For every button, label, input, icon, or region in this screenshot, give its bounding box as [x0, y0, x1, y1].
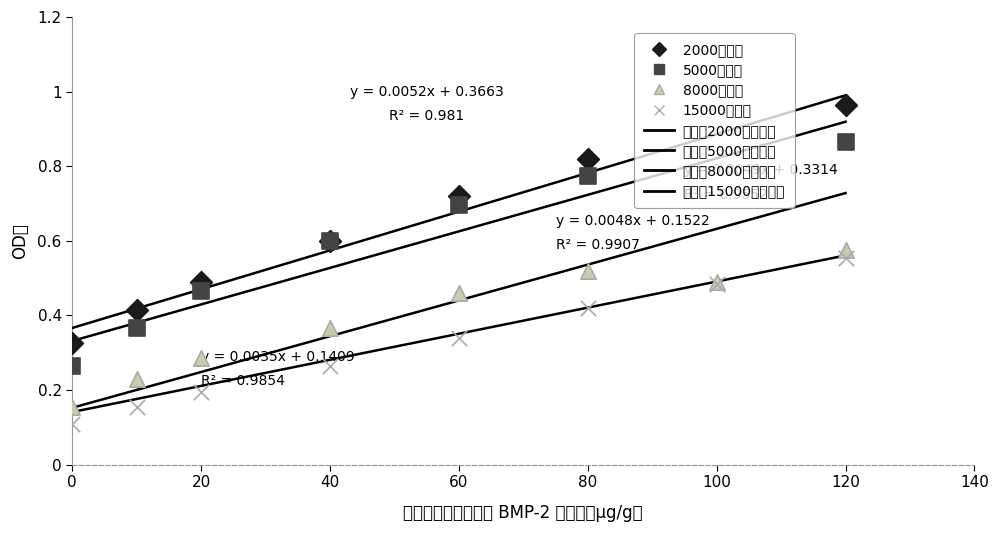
Point [193, 387, 209, 396]
Point [322, 324, 338, 333]
Point [64, 419, 80, 428]
Point [580, 171, 596, 180]
Point [709, 278, 725, 286]
Point [838, 101, 854, 109]
Point [64, 361, 80, 370]
Point [838, 246, 854, 254]
Point [129, 305, 145, 314]
Point [193, 287, 209, 295]
Point [838, 138, 854, 146]
Text: R² = 0.981: R² = 0.981 [389, 109, 464, 123]
Point [838, 253, 854, 262]
Point [64, 339, 80, 348]
Text: y = 0.0052x + 0.3663: y = 0.0052x + 0.3663 [350, 85, 503, 99]
Point [451, 289, 467, 297]
Point [580, 266, 596, 275]
Point [451, 334, 467, 342]
Point [451, 201, 467, 209]
Point [580, 304, 596, 312]
Point [193, 278, 209, 286]
Y-axis label: OD値: OD値 [11, 223, 29, 259]
Point [322, 361, 338, 370]
Text: y = 0.0035x + 0.1409: y = 0.0035x + 0.1409 [201, 350, 355, 364]
Text: R² = 0.9552: R² = 0.9552 [684, 188, 768, 201]
Point [451, 192, 467, 200]
Point [193, 354, 209, 362]
Point [322, 237, 338, 245]
Point [64, 402, 80, 411]
Point [129, 324, 145, 333]
X-axis label: 骨修复材料标准品中 BMP-2 的含量（μg/g）: 骨修复材料标准品中 BMP-2 的含量（μg/g） [403, 504, 643, 522]
Point [580, 155, 596, 163]
Point [709, 279, 725, 288]
Text: R² = 0.9907: R² = 0.9907 [556, 238, 639, 252]
Legend: 2000倍稀释, 5000倍稀释, 8000倍稀释, 15000倍稀释, 线性（2000倍稀释）, 线性（5000倍稀释）, 线性（8000倍稀释）, 线性（1: 2000倍稀释, 5000倍稀释, 8000倍稀释, 15000倍稀释, 线性（… [634, 33, 795, 208]
Point [129, 402, 145, 411]
Point [129, 375, 145, 383]
Point [322, 237, 338, 245]
Text: y = 0.0048x + 0.1522: y = 0.0048x + 0.1522 [556, 214, 709, 228]
Text: y = 0.0049x + 0.3314: y = 0.0049x + 0.3314 [684, 164, 838, 177]
Text: R² = 0.9854: R² = 0.9854 [201, 374, 285, 388]
